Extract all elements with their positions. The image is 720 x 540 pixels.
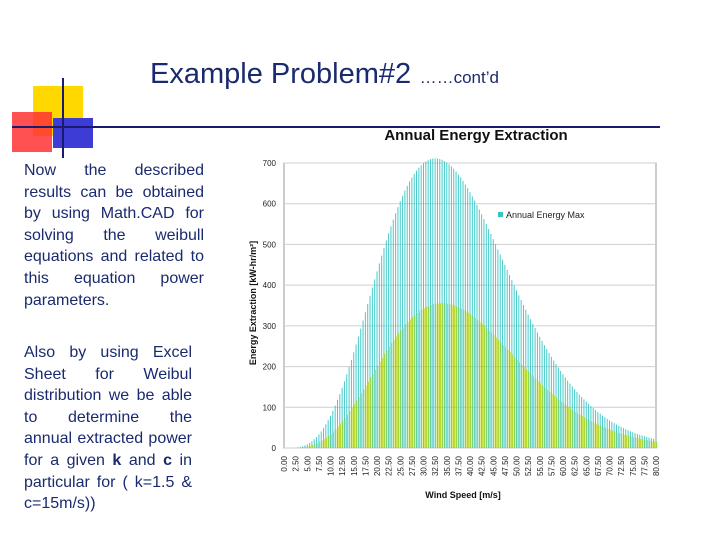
legend-swatch [498, 212, 503, 217]
x-tick-label: 40.00 [466, 455, 475, 476]
paragraph-excel-text-3: in particular for ( k=1.5 & c=15m/s)) [24, 451, 192, 513]
y-tick-label: 500 [263, 240, 277, 249]
x-tick-label: 10.00 [327, 455, 336, 476]
chart-title: Annual Energy Extraction [384, 127, 567, 144]
x-tick-label: 67.50 [594, 455, 603, 476]
paragraph-excel-text-1: Also by using Excel Sheet for Weibul dis… [24, 344, 192, 469]
x-tick-label: 47.50 [501, 455, 510, 476]
y-tick-label: 700 [263, 159, 277, 168]
paragraph-mathcad: Now the described results can be obtaine… [24, 162, 204, 309]
x-tick-label: 2.50 [292, 455, 301, 471]
x-tick-label: 12.50 [338, 455, 347, 476]
x-tick-label: 62.50 [571, 455, 580, 476]
x-tick-label: 45.00 [489, 455, 498, 476]
y-tick-label: 0 [272, 444, 277, 453]
x-tick-label: 5.00 [303, 455, 312, 471]
parameter-k: k [112, 451, 122, 469]
x-tick-label: 77.50 [640, 455, 649, 476]
y-tick-label: 600 [263, 200, 277, 209]
y-tick-label: 300 [263, 322, 277, 331]
energy-chart-svg: Annual Energy Extraction 0 100 200 300 400 50… [248, 127, 661, 500]
x-tick-label: 37.50 [454, 455, 463, 476]
x-tick-label: 57.50 [547, 455, 556, 476]
paragraph-excel: Also by using Excel Sheet for Weibul dis… [24, 342, 192, 515]
slide-title-group: Example Problem#2 ……cont’d [150, 58, 499, 91]
decorative-vertical-line [62, 78, 64, 158]
x-tick-label: 30.00 [420, 455, 429, 476]
x-tick-label: 27.50 [408, 455, 417, 476]
decorative-blue-square [53, 118, 93, 148]
x-tick-label: 17.50 [361, 455, 370, 476]
paragraph-excel-text-2: and [121, 451, 164, 469]
x-tick-label: 75.00 [629, 455, 638, 476]
legend-label: Annual Energy Max [506, 210, 585, 220]
x-tick-label: 7.50 [315, 455, 324, 471]
slide-title-suffix: ……cont’d [419, 68, 499, 87]
x-tick-label: 52.50 [524, 455, 533, 476]
y-tick-label: 200 [263, 363, 277, 372]
x-tick-label: 50.00 [513, 455, 522, 476]
chart-bars [297, 158, 658, 448]
y-tick-label: 400 [263, 281, 277, 290]
chart-legend: Annual Energy Max [498, 210, 585, 220]
y-axis-label: Energy Extraction [kW-hr/m²] [248, 241, 258, 365]
x-tick-label: 22.50 [385, 455, 394, 476]
parameter-c: c [163, 451, 172, 469]
x-tick-label: 65.00 [582, 455, 591, 476]
x-axis-label: Wind Speed [m/s] [425, 490, 500, 500]
x-tick-label: 70.00 [606, 455, 615, 476]
y-tick-label: 100 [263, 403, 277, 412]
title-underline [12, 126, 660, 128]
x-tick-label: 15.00 [350, 455, 359, 476]
x-tick-label: 60.00 [559, 455, 568, 476]
x-tick-label: 25.00 [396, 455, 405, 476]
x-tick-label: 80.00 [652, 455, 661, 476]
slide-title: Example Problem#2 [150, 58, 412, 90]
x-tick-label: 20.00 [373, 455, 382, 476]
x-tick-label: 0.00 [280, 455, 289, 471]
x-tick-label: 35.00 [443, 455, 452, 476]
x-tick-label: 32.50 [431, 455, 440, 476]
decorative-red-square [12, 112, 52, 152]
x-tick-label: 72.50 [617, 455, 626, 476]
energy-chart: Annual Energy Extraction 0 100 200 300 400 50… [236, 118, 706, 518]
x-tick-label: 55.00 [536, 455, 545, 476]
x-tick-label: 42.50 [478, 455, 487, 476]
chart-axes: 0 100 200 300 400 500 600 700 0.00 2.50 5.00 7.50 10… [263, 159, 661, 476]
